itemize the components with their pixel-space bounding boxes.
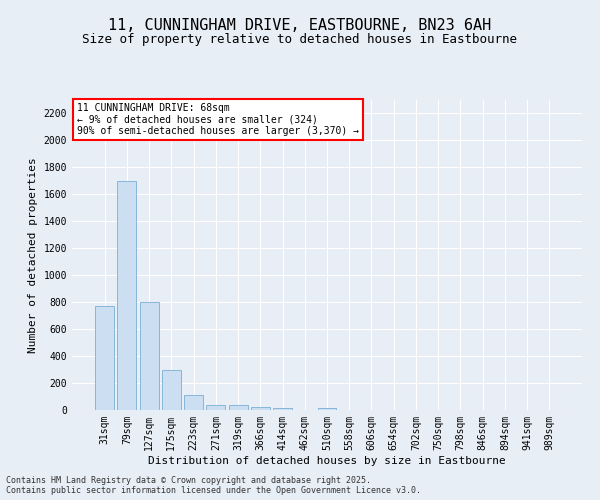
Text: 11, CUNNINGHAM DRIVE, EASTBOURNE, BN23 6AH: 11, CUNNINGHAM DRIVE, EASTBOURNE, BN23 6…	[109, 18, 491, 32]
Bar	[317, 408, 337, 410]
Bar	[162, 370, 181, 410]
Bar	[95, 306, 114, 410]
Bar	[273, 408, 292, 410]
Text: Size of property relative to detached houses in Eastbourne: Size of property relative to detached ho…	[83, 32, 517, 46]
Bar	[118, 181, 136, 410]
Bar	[184, 394, 203, 410]
Bar	[229, 406, 248, 410]
Bar	[206, 404, 225, 410]
Text: 11 CUNNINGHAM DRIVE: 68sqm
← 9% of detached houses are smaller (324)
90% of semi: 11 CUNNINGHAM DRIVE: 68sqm ← 9% of detac…	[77, 103, 359, 136]
X-axis label: Distribution of detached houses by size in Eastbourne: Distribution of detached houses by size …	[148, 456, 506, 466]
Y-axis label: Number of detached properties: Number of detached properties	[28, 157, 38, 353]
Bar	[140, 302, 158, 410]
Bar	[251, 406, 270, 410]
Text: Contains HM Land Registry data © Crown copyright and database right 2025.
Contai: Contains HM Land Registry data © Crown c…	[6, 476, 421, 495]
